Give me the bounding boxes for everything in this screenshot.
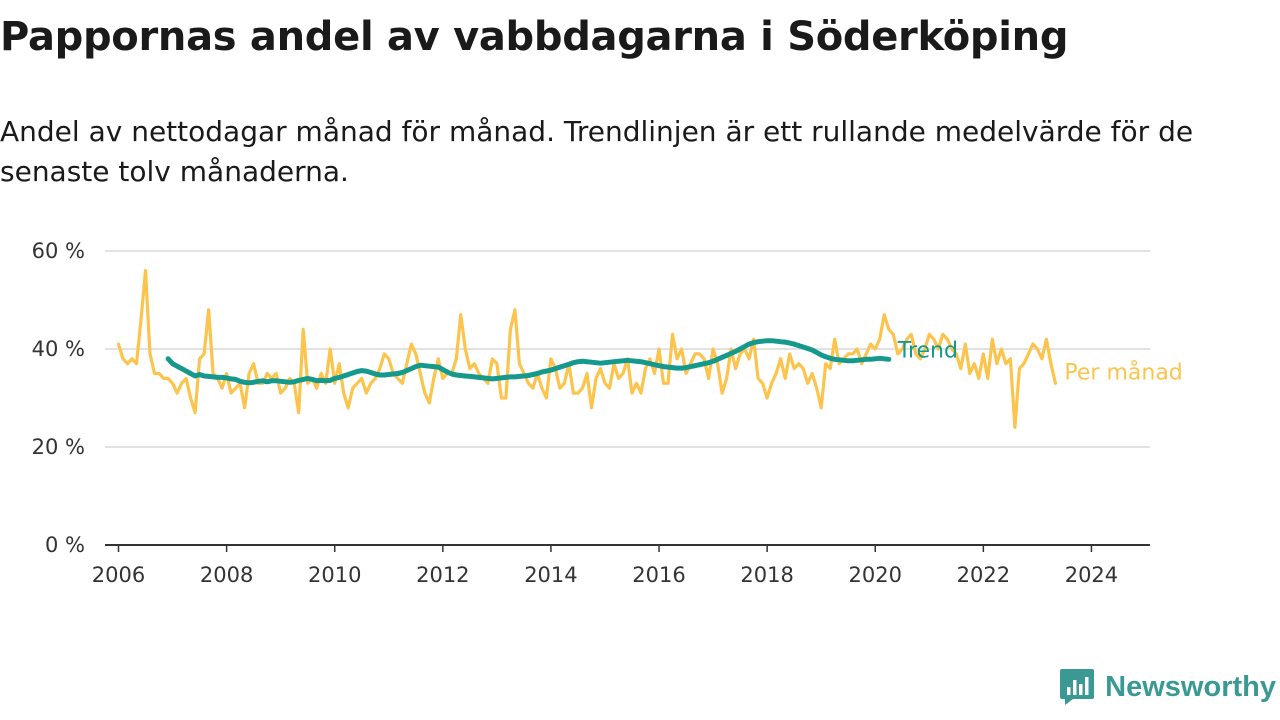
brand: Newsworthy [1059,668,1276,706]
chart-title: Pappornas andel av vabbdagarna i Söderkö… [0,14,1069,60]
x-tick-label: 2016 [632,563,685,587]
trend-line [165,338,892,386]
x-tick-label: 2020 [849,563,902,587]
axes: 0 % 20 % 40 % 60 % 2006 2008 2010 2012 2014 2016 2… [32,239,1150,587]
chart-subtitle: Andel av nettodagar månad för månad. Tre… [0,115,1194,188]
x-tick-label: 2006 [92,563,145,587]
newsworthy-logo-icon [1060,669,1095,705]
line-chart: 0 % 20 % 40 % 60 % 2006 2008 2010 2012 2014 2016 2… [32,239,1183,587]
x-tick-label: 2014 [524,563,577,587]
x-tick-label: 2018 [740,563,793,587]
series-label-monthly: Per månad [1064,359,1182,385]
x-tick-label: 2012 [416,563,469,587]
x-tick-label: 2008 [200,563,253,587]
y-tick-label: 20 % [32,435,85,459]
series-lines [116,268,1058,429]
y-tick-label: 0 % [45,533,85,557]
monthly-line [116,268,1058,429]
brand-name: Newsworthy [1105,670,1276,703]
series-labels: Per månad Trend [897,338,1183,385]
series-label-trend: Trend [897,338,958,363]
y-tick-label: 40 % [32,337,85,361]
y-tick-label: 60 % [32,239,85,263]
x-tick-label: 2010 [308,563,361,587]
gridlines [105,250,1150,448]
x-tick-label: 2024 [1065,563,1118,587]
x-tick-label: 2022 [957,563,1010,587]
